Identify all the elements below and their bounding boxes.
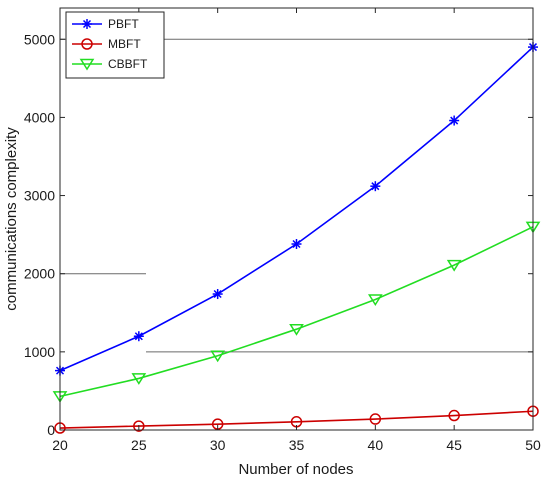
y-tick-label: 3000 <box>24 188 55 204</box>
legend-marker-pbft <box>82 19 92 29</box>
data-point-cbbft <box>210 350 226 363</box>
marker-stroke <box>134 332 143 341</box>
marker-stroke <box>292 239 301 249</box>
data-point-mbft <box>133 420 145 432</box>
data-point-mbft <box>369 413 382 425</box>
data-point-pbft <box>133 331 144 342</box>
legend-label-pbft: PBFT <box>108 17 139 31</box>
series-cbbft <box>52 221 541 403</box>
data-point-cbbft <box>289 323 304 336</box>
x-axis-title: Number of nodes <box>238 461 353 478</box>
y-tick-label: 0 <box>47 422 55 438</box>
marker-stroke <box>450 116 459 125</box>
data-point-pbft <box>370 181 381 192</box>
data-point-pbft <box>291 239 302 250</box>
y-tick-label: 5000 <box>24 31 55 47</box>
data-point-pbft <box>449 115 460 126</box>
series-line-cbbft <box>59 226 534 398</box>
x-tick-label: 50 <box>525 437 541 453</box>
data-point-cbbft <box>367 294 383 307</box>
marker-stroke <box>371 182 380 191</box>
y-tick-label: 2000 <box>24 266 55 282</box>
data-point-cbbft <box>131 373 147 385</box>
data-point-mbft <box>448 409 460 422</box>
x-tick-label: 20 <box>52 437 68 453</box>
marker-stroke <box>213 289 222 299</box>
legend: PBFT MBFT CBBFT <box>65 11 165 79</box>
y-tick-label: 1000 <box>24 344 55 360</box>
x-tick-label: 30 <box>210 437 226 453</box>
x-tick-label: 25 <box>131 437 147 453</box>
legend-marker-mbft <box>81 38 93 50</box>
legend-marker-cbbft <box>79 58 95 71</box>
x-tick-label: 40 <box>368 437 384 453</box>
legend-label-cbbft: CBBFT <box>108 57 148 71</box>
series-layer <box>52 42 541 434</box>
legend-label-mbft: MBFT <box>108 37 141 51</box>
axes-layer: 20 25 30 35 40 45 50 0 1000 2000 3000 4000 5000 <box>24 8 541 453</box>
data-point-pbft <box>212 289 223 300</box>
y-tick-label: 4000 <box>24 109 55 125</box>
x-tick-label: 45 <box>446 437 462 453</box>
marker-stroke <box>82 19 92 29</box>
data-point-cbbft <box>446 259 462 272</box>
y-axis-title: communications complexity <box>3 127 20 311</box>
x-tick-label: 35 <box>289 437 305 453</box>
